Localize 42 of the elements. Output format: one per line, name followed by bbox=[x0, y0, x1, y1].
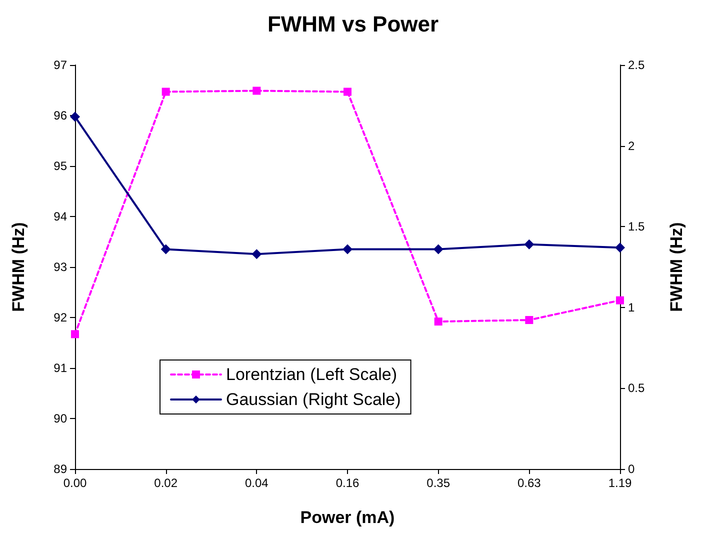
point bbox=[160, 244, 171, 254]
point bbox=[252, 86, 261, 95]
chart-title: FWHM vs Power bbox=[267, 12, 439, 36]
y-tick-label: 97 bbox=[54, 58, 68, 72]
x-axis-title: Power (mA) bbox=[300, 508, 395, 527]
x-tick-label: 1.19 bbox=[608, 476, 632, 490]
y2-tick-label: 2 bbox=[628, 138, 635, 153]
point bbox=[616, 296, 624, 304]
point bbox=[433, 244, 444, 254]
y2-axis-title: FWHM (Hz) bbox=[667, 222, 686, 312]
point bbox=[524, 239, 534, 250]
point bbox=[525, 316, 534, 324]
point bbox=[434, 318, 442, 326]
x-tick-label: 0.35 bbox=[426, 476, 450, 490]
y-tick-label: 89 bbox=[54, 462, 68, 476]
y-tick-label: 93 bbox=[54, 260, 68, 274]
y-axis-title: FWHM (Hz) bbox=[9, 222, 28, 312]
point bbox=[252, 249, 262, 260]
x-tick-label: 0.00 bbox=[63, 476, 87, 490]
x-tick-label: 0.04 bbox=[244, 476, 269, 490]
x-tick-label: 0.02 bbox=[154, 476, 178, 490]
legend-label: Lorentzian (Left Scale) bbox=[226, 365, 398, 384]
y2-tick-label: 0 bbox=[628, 462, 635, 476]
point bbox=[615, 242, 625, 253]
y2-tick-label: 2.5 bbox=[628, 58, 646, 72]
x-tick-label: 0.16 bbox=[336, 476, 360, 490]
point bbox=[342, 244, 352, 254]
y-tick-label: 95 bbox=[54, 159, 68, 173]
point bbox=[162, 88, 170, 96]
point bbox=[344, 88, 352, 96]
y-tick-label: 90 bbox=[54, 412, 68, 426]
y-tick-label: 94 bbox=[54, 210, 68, 224]
point bbox=[70, 112, 80, 122]
legend-label: Gaussian (Right Scale) bbox=[226, 390, 401, 409]
point bbox=[71, 330, 79, 338]
y-tick-label: 92 bbox=[54, 310, 68, 324]
y2-tick-label: 1.5 bbox=[628, 220, 646, 234]
y2-tick-label: 0.5 bbox=[628, 381, 646, 396]
y2-tick-label: 1 bbox=[628, 300, 635, 314]
y-tick-label: 96 bbox=[54, 108, 68, 122]
y-tick-label: 91 bbox=[54, 361, 68, 375]
x-tick-label: 0.63 bbox=[517, 476, 542, 490]
